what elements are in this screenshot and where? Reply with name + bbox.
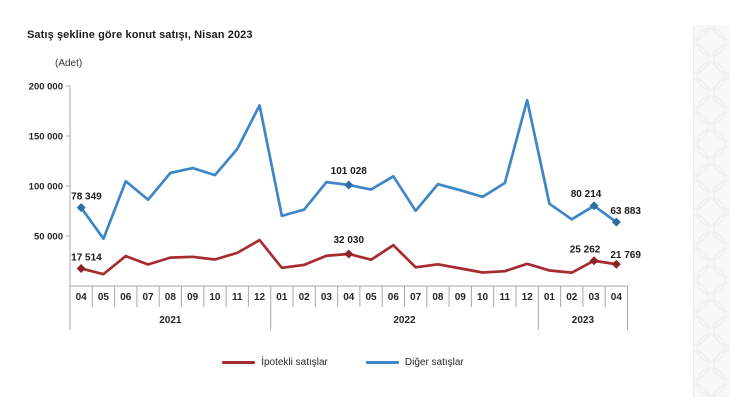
month-label: 05 [365,292,377,303]
data-point-marker [589,201,599,211]
data-point-marker [344,180,354,190]
diger-line-swatch-icon [365,360,399,364]
month-label: 07 [410,292,422,303]
legend-label-diger: Diğer satışlar [404,356,464,368]
month-label: 03 [588,292,600,303]
data-point-label: 21 769 [610,250,641,261]
legend-label-ipotekli: İpotekli satışlar [261,356,328,368]
month-label: 10 [477,292,489,303]
data-point-label: 78 349 [71,192,102,203]
data-point-label: 17 514 [71,252,102,263]
geometric-pattern-icon [694,25,730,397]
data-point-marker [589,256,599,266]
month-label: 02 [566,292,578,303]
month-label: 10 [209,292,221,303]
month-label: 12 [522,292,534,303]
year-label: 2021 [159,315,182,326]
data-point-label: 32 030 [333,235,364,246]
month-label: 02 [299,292,311,303]
data-point-label: 63 883 [610,206,641,217]
year-label: 2022 [393,315,416,326]
month-label: 12 [254,292,266,303]
month-label: 08 [432,292,444,303]
legend: İpotekli satışlar Diğer satışlar [0,354,686,370]
data-point-marker [611,259,621,269]
month-label: 03 [321,292,333,303]
y-axis-unit-label: (Adet) [55,58,83,69]
legend-item-ipotekli: İpotekli satışlar [222,357,328,368]
chart-canvas: 50 000 100 000 150 000 200 000 04 05 06 07 08 09 1… [29,82,641,330]
data-point-label: 101 028 [331,166,368,177]
y-tick-label: 200 000 [29,82,63,93]
month-label: 06 [120,292,132,303]
month-label: 01 [544,292,556,303]
month-label: 06 [388,292,400,303]
year-label: 2023 [572,315,595,326]
month-label: 08 [165,292,177,303]
data-point-marker [76,203,86,213]
data-point-label: 80 214 [571,189,602,200]
month-label: 04 [611,292,623,303]
decorative-pattern-strip [693,25,730,397]
data-point-label: 25 262 [570,245,601,256]
month-label: 09 [455,292,467,303]
legend-item-diger: Diğer satışlar [365,356,464,368]
month-label: 04 [76,292,88,303]
month-label: 11 [500,292,511,303]
y-tick-label: 150 000 [29,132,63,143]
y-tick-label: 50 000 [34,232,63,243]
month-label: 05 [98,292,110,303]
month-label: 11 [232,292,243,303]
month-label: 04 [343,292,355,303]
data-point-marker [76,263,86,273]
ipotekli-line-swatch-icon [222,360,256,364]
month-label: 07 [142,292,154,303]
month-label: 01 [276,292,288,303]
chart-title: Satış şekline göre konut satışı, Nisan 2… [27,29,253,41]
y-tick-label: 100 000 [29,182,63,193]
data-point-marker [611,217,621,227]
data-point-marker [344,249,354,259]
month-label: 09 [187,292,199,303]
